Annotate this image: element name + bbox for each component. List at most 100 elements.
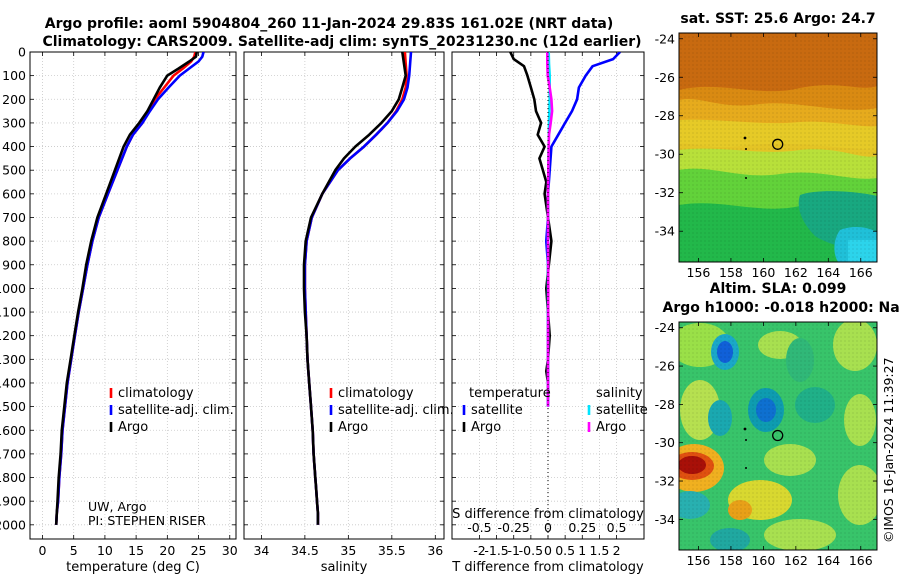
depth-tick-label: 600 — [2, 186, 26, 201]
depth-tick-label: 1100 — [0, 305, 26, 320]
sst-map-title: sat. SST: 25.6 Argo: 24.7 — [680, 11, 875, 27]
legend-label: satellite-adj. clim. — [118, 403, 234, 418]
map-lon-label: 160 — [751, 553, 775, 568]
map-lat-label: -28 — [655, 108, 675, 123]
map-lon-label: 160 — [751, 265, 775, 280]
depth-tick-label: 200 — [2, 92, 26, 107]
map-lat-label: -32 — [655, 474, 675, 489]
map-lat-label: -24 — [655, 31, 675, 46]
plot-background — [244, 52, 444, 539]
map-lon-label: 158 — [719, 265, 743, 280]
nearby-float-dot — [745, 148, 747, 150]
depth-tick-label: 800 — [2, 234, 26, 249]
depth-tick-label: 300 — [2, 115, 26, 130]
depth-tick-label: 1700 — [0, 446, 26, 461]
x-tick-label: 1.5 — [589, 543, 609, 558]
map-lon-label: 156 — [687, 553, 711, 568]
legend-label: satellite-adj. clim. — [338, 403, 454, 418]
map-lon-label: 164 — [816, 553, 840, 568]
map-lon-label: 166 — [849, 265, 873, 280]
map-lat-label: -30 — [655, 147, 675, 162]
depth-tick-label: 1900 — [0, 494, 26, 509]
salinity-panel: 34 34.5 35 35.5 36 salinity climatology satelli… — [243, 51, 454, 575]
sla-map-axes: -24 -26 -28 -30 -32 -34 156 158 160 162 164 166 — [655, 320, 877, 568]
s-diff-tick-label: -0.25 — [498, 520, 530, 535]
depth-tick-label: 400 — [2, 139, 26, 154]
plot-frame — [243, 51, 445, 540]
sla-map-title-line2: Argo h1000: -0.018 h2000: NaN — [663, 300, 900, 316]
nearby-float-dot — [745, 439, 747, 441]
credit-line2: PI: STEPHEN RISER — [88, 513, 206, 528]
map-lon-label: 164 — [816, 265, 840, 280]
depth-tick-label: 1400 — [0, 375, 26, 390]
depth-tick-label: 1300 — [0, 352, 26, 367]
map-lat-label: -30 — [655, 435, 675, 450]
depth-tick-label: 1200 — [0, 328, 26, 343]
credit-line1: UW, Argo — [88, 499, 147, 514]
x-tick-label: 1 — [578, 543, 586, 558]
s-diff-tick-label: 0.25 — [568, 520, 596, 535]
x-tick-label: 35.5 — [378, 543, 406, 558]
temperature-axis-label: temperature (deg C) — [66, 560, 200, 575]
map-lat-label: -34 — [655, 512, 675, 527]
map-lat-label: -26 — [655, 359, 675, 374]
x-tick-label: 0 — [544, 543, 552, 558]
series-group — [302, 52, 413, 525]
x-tick-label: 0.5 — [555, 543, 575, 558]
depth-tick-label: 1600 — [0, 423, 26, 438]
legend-label: climatology — [338, 386, 414, 401]
argo-location-marker — [772, 429, 784, 442]
legend-salinity-title: salinity — [596, 386, 643, 401]
figure-title-line2: Climatology: CARS2009. Satellite-adj cli… — [42, 34, 641, 50]
map-lat-label: -32 — [655, 185, 675, 200]
x-tick-label: -2 — [473, 543, 485, 558]
x-tick-label: 5 — [70, 543, 78, 558]
depth-tick-label: 0 — [18, 45, 26, 60]
legend-label: climatology — [118, 386, 194, 401]
depth-tick-label: 1800 — [0, 470, 26, 485]
sla-map — [679, 322, 877, 550]
x-tick-label: 2 — [613, 543, 621, 558]
legend-label: Argo — [596, 420, 626, 435]
x-tick-label: 34 — [253, 543, 269, 558]
depth-tick-label: 100 — [2, 68, 26, 83]
depth-tick-label: 500 — [2, 163, 26, 178]
nearby-float-dot — [743, 136, 747, 140]
series-argo — [302, 52, 408, 525]
salinity-axis-label: salinity — [321, 560, 368, 575]
sla-map-title-line1: Altim. SLA: 0.099 — [710, 281, 847, 297]
legend-label: satellite — [471, 403, 523, 418]
x-tick-label: 30 — [222, 543, 238, 558]
series-argo — [54, 52, 198, 525]
map-lon-label: 162 — [784, 265, 808, 280]
map-lon-label: 158 — [719, 553, 743, 568]
x-tick-label: 25 — [191, 543, 207, 558]
difference-panel: -2-1.5-1-0.5 0 0.5 1 1.5 2-0.5 -0.25 0 0.25 0.5S … — [451, 51, 648, 575]
x-tick-label: 35 — [340, 543, 356, 558]
legend-label: Argo — [118, 420, 148, 435]
x-tick-label: -1 — [507, 543, 519, 558]
map-lon-label: 156 — [687, 265, 711, 280]
series-group — [54, 52, 205, 525]
x-tick-label: 10 — [97, 543, 113, 558]
legend-label: Argo — [338, 420, 368, 435]
depth-tick-label: 1500 — [0, 399, 26, 414]
t-diff-axis-label: T difference from climatology — [451, 560, 644, 575]
legend-temperature-title: temperature — [469, 386, 551, 401]
s-diff-tick-label: -0.5 — [467, 520, 491, 535]
depth-tick-label: 900 — [2, 257, 26, 272]
x-tick-label: 36 — [427, 543, 443, 558]
map-lat-label: -26 — [655, 70, 675, 85]
imos-watermark: ©IMOS 16-Jan-2024 11:39:27 — [881, 357, 896, 543]
plot-frame — [29, 51, 237, 540]
map-lat-label: -24 — [655, 320, 675, 335]
map-lat-label: -28 — [655, 397, 675, 412]
sst-map — [679, 33, 877, 262]
temperature-panel: 0 5 10 15 20 25 300100200300400500600700800900… — [0, 45, 238, 576]
x-tick-label: 34.5 — [291, 543, 319, 558]
depth-tick-label: 2000 — [0, 517, 26, 532]
x-tick-label: 20 — [159, 543, 175, 558]
sst-map-axes: -24 -26 -28 -30 -32 -34 156 158 160 162 164 166 — [655, 31, 877, 280]
depth-tick-label: 700 — [2, 210, 26, 225]
